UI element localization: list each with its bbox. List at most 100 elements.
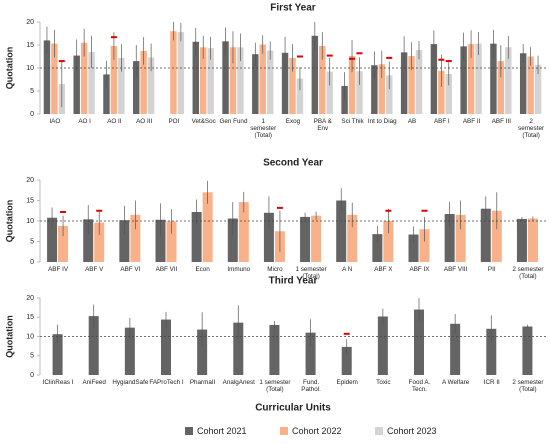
x-tick-label: Immuno	[227, 266, 251, 273]
bar	[43, 40, 51, 114]
bar	[311, 215, 322, 262]
bar	[237, 47, 244, 114]
bar	[124, 327, 135, 375]
bar	[356, 71, 363, 114]
bar	[52, 334, 63, 375]
bar	[414, 309, 424, 375]
bar	[207, 48, 214, 114]
bar	[58, 225, 69, 262]
bar	[80, 42, 88, 115]
bar	[455, 214, 466, 262]
y-tick-label: 20	[26, 295, 34, 302]
x-tick-label: AnalgAnest	[222, 379, 255, 386]
x-tick-label: Vet&Soc	[191, 118, 216, 125]
bar	[460, 46, 467, 114]
legend-label: Cohort 2022	[292, 426, 342, 436]
bar	[289, 57, 296, 114]
x-tick-label: PBA & Env	[313, 118, 332, 132]
bar	[166, 221, 177, 262]
y-axis-label: Quotation	[4, 200, 14, 243]
x-tick-label: IClinReas I	[42, 379, 74, 386]
x-tick-label: Gen Fund	[219, 118, 248, 125]
bar	[386, 75, 393, 114]
bar	[467, 44, 475, 114]
x-tick-label: HygiandSafe	[112, 379, 149, 386]
x-tick-label: ABF X	[374, 266, 393, 273]
legend-title: Curricular Units	[255, 403, 331, 414]
bar	[527, 56, 534, 114]
bar	[475, 43, 482, 115]
x-tick-label: AB	[407, 118, 417, 125]
bar	[266, 50, 274, 114]
panel-title: Third Year	[269, 276, 318, 287]
bar	[161, 319, 171, 375]
legend-swatch	[185, 427, 193, 435]
y-tick-label: 10	[26, 65, 34, 72]
bar	[430, 44, 438, 114]
legend-label: Cohort 2021	[197, 426, 247, 436]
x-tick-label: 1 semester (Total)	[250, 118, 277, 139]
bar	[400, 52, 408, 114]
bar	[300, 216, 311, 262]
bar	[229, 47, 237, 114]
x-tick-label: A Welfare	[442, 379, 470, 386]
bar	[238, 202, 249, 262]
x-tick-label: Food A. Tecn.	[408, 379, 431, 393]
x-tick-label: AO I	[78, 118, 91, 125]
x-tick-label: POI	[168, 118, 180, 125]
x-tick-label: ABF IV	[48, 266, 69, 273]
bar	[491, 210, 502, 262]
x-tick-label: ABF VI	[120, 266, 141, 273]
x-tick-label: ABF V	[85, 266, 104, 273]
x-tick-label: 1 semester (Total)	[295, 266, 327, 280]
x-tick-label: ABF VIII	[443, 266, 468, 273]
bar	[227, 218, 238, 262]
bar	[191, 211, 202, 262]
legend-label: Cohort 2023	[387, 426, 437, 436]
x-tick-label: ICR II	[483, 379, 500, 386]
bar	[516, 218, 527, 262]
x-tick-label: Sci Thik	[341, 118, 364, 125]
bar	[281, 52, 289, 114]
bar	[233, 322, 244, 375]
bar	[94, 222, 105, 262]
bar	[202, 192, 213, 262]
y-tick-label: 5	[30, 353, 34, 360]
bar	[383, 221, 394, 262]
bar	[319, 45, 326, 114]
panel-title: Second Year	[263, 158, 323, 169]
bar	[51, 43, 58, 115]
bar	[269, 324, 280, 375]
bar	[222, 41, 229, 114]
y-tick-label: 20	[26, 177, 34, 184]
y-axis-label: Quotation	[4, 47, 14, 90]
bar	[147, 57, 155, 114]
bar	[103, 74, 110, 114]
y-tick-label: 5	[30, 88, 34, 95]
y-tick-label: 5	[30, 238, 34, 245]
x-tick-label: 1 semester (Total)	[259, 379, 291, 393]
bar	[522, 326, 533, 375]
bar	[197, 329, 208, 375]
x-tick-label: AniFeed	[82, 379, 106, 386]
bar	[445, 73, 452, 114]
x-tick-label: ABF IX	[409, 266, 430, 273]
x-tick-label: ABF VII	[155, 266, 178, 273]
x-tick-label: Econ	[195, 266, 210, 273]
y-tick-label: 0	[30, 259, 34, 266]
x-tick-label: Epidem	[336, 379, 358, 386]
bar	[192, 41, 199, 114]
x-tick-label: Toxic	[376, 379, 391, 386]
bar	[444, 214, 455, 262]
bar	[252, 54, 259, 114]
legend-swatch	[375, 427, 383, 435]
y-tick-label: 0	[30, 372, 34, 379]
bar	[408, 234, 419, 262]
x-tick-label: FAProTech I	[149, 379, 184, 386]
bar	[348, 56, 356, 114]
bar	[259, 44, 266, 114]
bar	[88, 51, 95, 114]
bar	[305, 332, 316, 375]
bar	[486, 328, 497, 375]
bar	[480, 208, 491, 262]
